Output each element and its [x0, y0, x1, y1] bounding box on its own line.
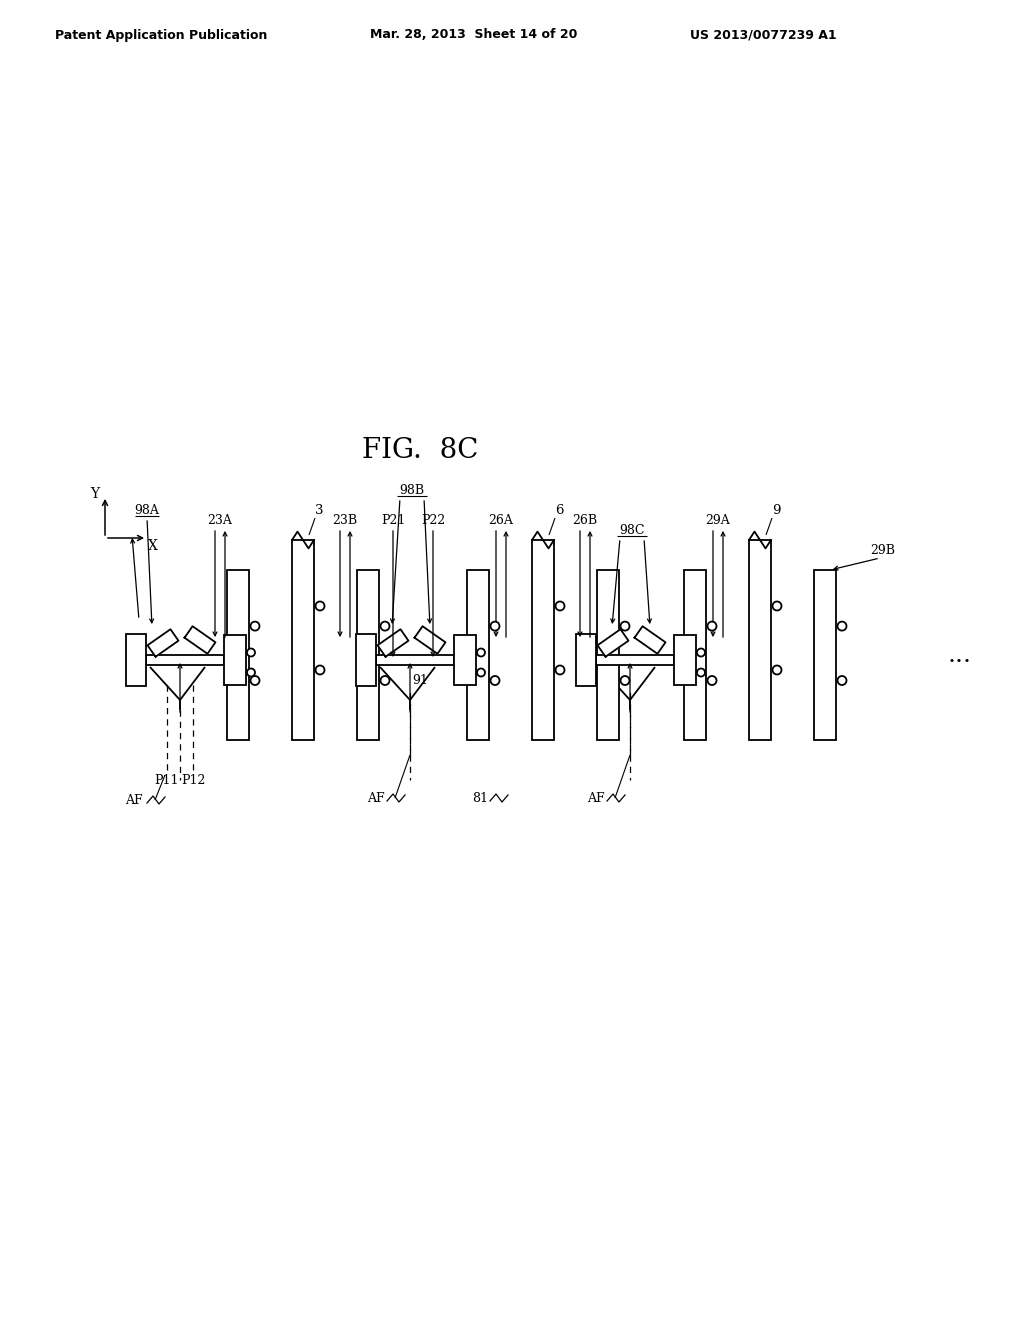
Text: 29A: 29A — [706, 513, 730, 527]
Text: 3: 3 — [315, 503, 324, 516]
Text: 98A: 98A — [134, 503, 160, 516]
Text: AF: AF — [368, 792, 385, 804]
Text: 26B: 26B — [572, 513, 598, 527]
Circle shape — [697, 668, 705, 676]
Polygon shape — [635, 626, 666, 653]
Bar — [597, 570, 618, 741]
Circle shape — [477, 668, 485, 676]
Bar — [356, 634, 376, 686]
Polygon shape — [415, 626, 445, 653]
Circle shape — [490, 622, 500, 631]
Circle shape — [708, 676, 717, 685]
Circle shape — [251, 622, 259, 631]
Circle shape — [555, 602, 564, 610]
Circle shape — [697, 648, 705, 656]
Polygon shape — [147, 630, 178, 657]
Bar — [126, 634, 146, 686]
Circle shape — [772, 665, 781, 675]
Circle shape — [621, 676, 630, 685]
Bar — [357, 570, 379, 741]
Bar — [227, 570, 249, 741]
Text: 6: 6 — [555, 503, 563, 516]
Text: 91: 91 — [412, 673, 428, 686]
Text: US 2013/0077239 A1: US 2013/0077239 A1 — [690, 29, 837, 41]
Circle shape — [490, 676, 500, 685]
Text: Patent Application Publication: Patent Application Publication — [55, 29, 267, 41]
Circle shape — [381, 676, 389, 685]
Circle shape — [708, 622, 717, 631]
Text: 9: 9 — [772, 503, 780, 516]
Text: AF: AF — [588, 792, 605, 804]
Bar — [224, 635, 246, 685]
Text: X: X — [148, 539, 158, 553]
Circle shape — [621, 622, 630, 631]
Text: 26A: 26A — [488, 513, 513, 527]
Bar — [596, 655, 674, 665]
Bar — [146, 655, 224, 665]
Circle shape — [838, 622, 847, 631]
Polygon shape — [598, 630, 629, 657]
Bar — [674, 635, 696, 685]
Bar — [684, 570, 706, 741]
Text: 29B: 29B — [870, 544, 895, 557]
Circle shape — [315, 602, 325, 610]
Text: ...: ... — [948, 644, 972, 667]
Text: P22: P22 — [421, 513, 445, 527]
Text: P21: P21 — [381, 513, 406, 527]
Bar — [454, 635, 476, 685]
Bar — [532, 540, 554, 741]
Bar — [292, 540, 314, 741]
Polygon shape — [184, 626, 215, 653]
Circle shape — [772, 602, 781, 610]
Bar — [467, 570, 489, 741]
Text: P11: P11 — [155, 774, 179, 787]
Text: 81: 81 — [472, 792, 488, 804]
Text: Y: Y — [90, 487, 99, 502]
Circle shape — [555, 665, 564, 675]
Bar — [814, 570, 836, 741]
Text: FIG.  8C: FIG. 8C — [361, 437, 478, 463]
Text: P12: P12 — [181, 774, 205, 787]
Text: 23B: 23B — [333, 513, 357, 527]
Bar — [749, 540, 771, 741]
Text: 23A: 23A — [208, 513, 232, 527]
Bar — [575, 634, 596, 686]
Text: AF: AF — [125, 793, 143, 807]
Circle shape — [381, 622, 389, 631]
Circle shape — [315, 665, 325, 675]
Text: 98B: 98B — [399, 483, 425, 496]
Circle shape — [251, 676, 259, 685]
Circle shape — [247, 668, 255, 676]
Bar — [376, 655, 454, 665]
Circle shape — [838, 676, 847, 685]
Text: 98C: 98C — [620, 524, 645, 536]
Circle shape — [247, 648, 255, 656]
Text: Mar. 28, 2013  Sheet 14 of 20: Mar. 28, 2013 Sheet 14 of 20 — [370, 29, 578, 41]
Polygon shape — [378, 630, 409, 657]
Circle shape — [477, 648, 485, 656]
